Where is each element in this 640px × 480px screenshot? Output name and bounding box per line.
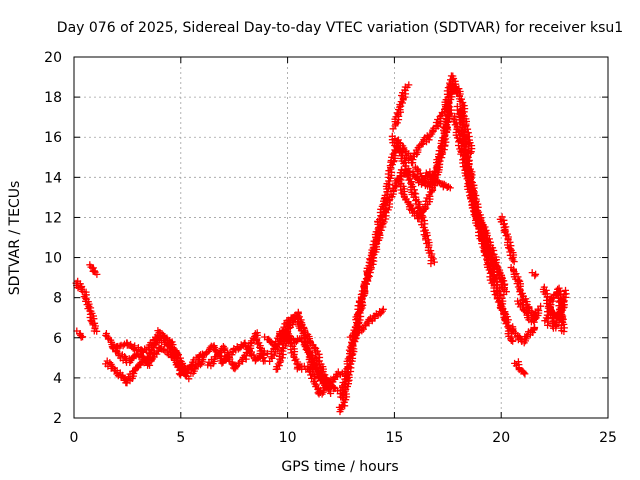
y-tick-label: 4 bbox=[53, 371, 62, 387]
y-tick-label: 14 bbox=[44, 170, 62, 186]
series-track-6 bbox=[109, 332, 193, 383]
plus-markers bbox=[73, 327, 87, 341]
series-track-25 bbox=[507, 264, 539, 323]
y-tick-label: 8 bbox=[53, 291, 62, 307]
plus-markers bbox=[388, 132, 438, 268]
plot-frame bbox=[73, 56, 609, 419]
plus-markers bbox=[514, 297, 545, 326]
data-marks bbox=[72, 72, 570, 416]
y-tick-label: 2 bbox=[53, 411, 62, 427]
series-track-32 bbox=[544, 301, 568, 322]
series-track-26 bbox=[509, 323, 539, 347]
series-track-1 bbox=[72, 277, 101, 335]
y-tick-label: 18 bbox=[44, 90, 62, 106]
x-tick-label: 25 bbox=[599, 430, 617, 446]
plus-markers bbox=[457, 127, 510, 298]
y-tick-label: 16 bbox=[44, 130, 62, 146]
plus-markers bbox=[86, 261, 101, 278]
plus-markers bbox=[465, 162, 508, 289]
x-tick-label: 20 bbox=[492, 430, 510, 446]
axis-ticks: 0 5 10 15 20 25 2 4 6 8 10 12 14 16 18 20 bbox=[44, 50, 617, 446]
series-track-2 bbox=[86, 261, 101, 278]
grid bbox=[74, 57, 608, 418]
y-tick-label: 6 bbox=[53, 331, 62, 347]
series-track-23 bbox=[465, 162, 508, 289]
plus-markers bbox=[204, 329, 269, 373]
series-track-27 bbox=[514, 297, 545, 326]
plus-markers bbox=[72, 277, 101, 335]
series-track-8 bbox=[204, 329, 269, 373]
plus-markers bbox=[496, 213, 518, 266]
plus-markers bbox=[507, 264, 539, 323]
series-track-12 bbox=[276, 313, 331, 385]
series-track-24 bbox=[496, 213, 518, 266]
x-tick-label: 0 bbox=[70, 430, 79, 446]
plus-markers bbox=[389, 81, 413, 133]
x-tick-label: 15 bbox=[385, 430, 403, 446]
y-tick-label: 20 bbox=[44, 50, 62, 66]
plus-markers bbox=[544, 301, 568, 322]
chart-title: Day 076 of 2025, Sidereal Day-to-day VTE… bbox=[57, 20, 623, 36]
x-axis-label: GPS time / hours bbox=[281, 459, 398, 475]
series-track-17 bbox=[388, 132, 438, 268]
series-track-29 bbox=[528, 269, 540, 280]
plus-markers bbox=[411, 163, 454, 192]
series-track-15 bbox=[346, 305, 387, 341]
series-track-3 bbox=[73, 327, 87, 341]
series-track-19 bbox=[411, 163, 454, 192]
y-tick-label: 12 bbox=[44, 210, 62, 226]
x-tick-label: 5 bbox=[176, 430, 185, 446]
plus-markers bbox=[109, 332, 193, 383]
plus-markers bbox=[346, 305, 387, 341]
series-track-16 bbox=[389, 81, 413, 133]
series-track-22 bbox=[457, 127, 510, 298]
y-axis-label: SDTVAR / TECUs bbox=[7, 181, 23, 296]
plus-markers bbox=[511, 358, 529, 378]
plus-markers bbox=[276, 313, 331, 385]
plus-markers bbox=[528, 269, 540, 280]
x-tick-label: 10 bbox=[279, 430, 297, 446]
y-tick-label: 10 bbox=[44, 251, 62, 267]
series-track-28 bbox=[511, 358, 529, 378]
plus-markers bbox=[509, 323, 539, 347]
